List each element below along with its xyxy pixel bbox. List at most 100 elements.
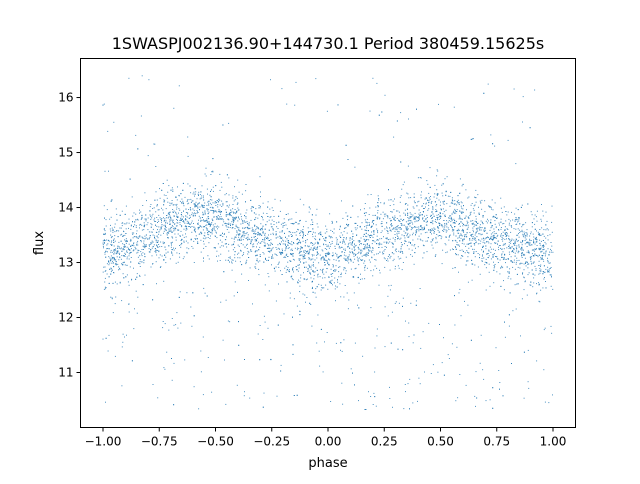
data-point — [257, 254, 258, 256]
data-point — [508, 218, 510, 220]
data-point — [141, 249, 143, 250]
data-point — [350, 244, 352, 246]
data-point — [280, 270, 281, 272]
data-point — [235, 225, 237, 227]
data-point — [347, 244, 349, 246]
data-point — [529, 240, 531, 242]
data-point — [248, 238, 250, 240]
data-point — [154, 220, 155, 222]
data-point — [420, 197, 422, 199]
data-point — [150, 218, 152, 220]
data-point — [190, 239, 192, 241]
data-point — [287, 242, 289, 244]
data-point — [384, 346, 386, 348]
data-point — [524, 243, 526, 245]
data-point — [377, 243, 379, 245]
data-point — [203, 257, 204, 259]
data-point — [259, 359, 261, 361]
data-point — [402, 252, 404, 254]
data-point — [518, 217, 520, 219]
data-point — [158, 226, 160, 228]
data-point — [396, 229, 398, 231]
data-point — [308, 270, 310, 272]
data-point — [438, 218, 440, 220]
data-point — [540, 251, 542, 253]
data-point — [357, 216, 359, 218]
data-point — [537, 256, 539, 258]
data-point — [290, 253, 292, 255]
data-point — [376, 328, 378, 330]
data-point — [141, 224, 143, 226]
data-point — [405, 203, 407, 204]
data-point — [195, 205, 197, 207]
data-point — [110, 237, 112, 239]
data-point — [300, 248, 301, 250]
data-point — [293, 298, 295, 300]
data-point — [395, 248, 397, 250]
data-point — [438, 231, 440, 233]
data-point — [517, 209, 519, 211]
data-point — [200, 251, 202, 253]
data-point — [316, 254, 318, 256]
data-point — [509, 253, 511, 255]
data-point — [141, 236, 143, 238]
data-point — [415, 300, 417, 302]
data-point — [389, 269, 391, 271]
data-point — [186, 247, 188, 249]
data-point — [119, 268, 121, 270]
data-point — [105, 287, 107, 289]
data-point — [202, 211, 204, 213]
data-point — [481, 238, 483, 240]
data-point — [225, 193, 227, 195]
data-point — [462, 230, 464, 232]
data-point — [313, 278, 315, 280]
data-point — [205, 224, 207, 226]
data-point — [177, 327, 179, 329]
data-point — [437, 193, 439, 194]
data-point — [229, 261, 230, 263]
data-point — [384, 306, 386, 308]
data-point — [151, 217, 153, 219]
data-point — [173, 216, 175, 217]
data-point — [335, 252, 337, 254]
data-point — [482, 246, 483, 248]
data-point — [302, 232, 304, 234]
data-point — [204, 220, 206, 222]
data-point — [201, 219, 203, 221]
data-point — [217, 243, 219, 245]
data-point — [400, 224, 402, 226]
data-point — [349, 247, 351, 249]
data-point — [499, 259, 501, 261]
data-point — [317, 274, 319, 276]
data-point — [313, 274, 315, 276]
data-point — [388, 189, 389, 191]
data-point — [283, 225, 285, 226]
data-point — [418, 220, 420, 221]
data-point — [131, 360, 133, 362]
data-point — [478, 233, 480, 235]
data-point — [495, 242, 496, 244]
data-point — [474, 220, 476, 222]
data-point — [299, 285, 301, 287]
data-point — [519, 263, 521, 265]
data-point — [522, 249, 524, 251]
data-point — [152, 263, 153, 265]
data-point — [275, 237, 277, 239]
data-point — [232, 216, 234, 218]
data-point — [548, 271, 550, 272]
data-point — [144, 253, 146, 255]
data-point — [401, 244, 403, 246]
data-point — [152, 299, 154, 301]
data-point — [202, 237, 204, 239]
data-point — [206, 188, 208, 190]
data-point — [243, 233, 245, 235]
data-point — [116, 256, 118, 258]
data-point — [490, 206, 492, 208]
data-point — [451, 227, 453, 229]
data-point — [242, 231, 244, 233]
data-point — [431, 222, 433, 223]
data-point — [275, 266, 277, 268]
data-point — [117, 247, 119, 249]
data-point — [246, 226, 248, 228]
data-point — [410, 229, 412, 231]
